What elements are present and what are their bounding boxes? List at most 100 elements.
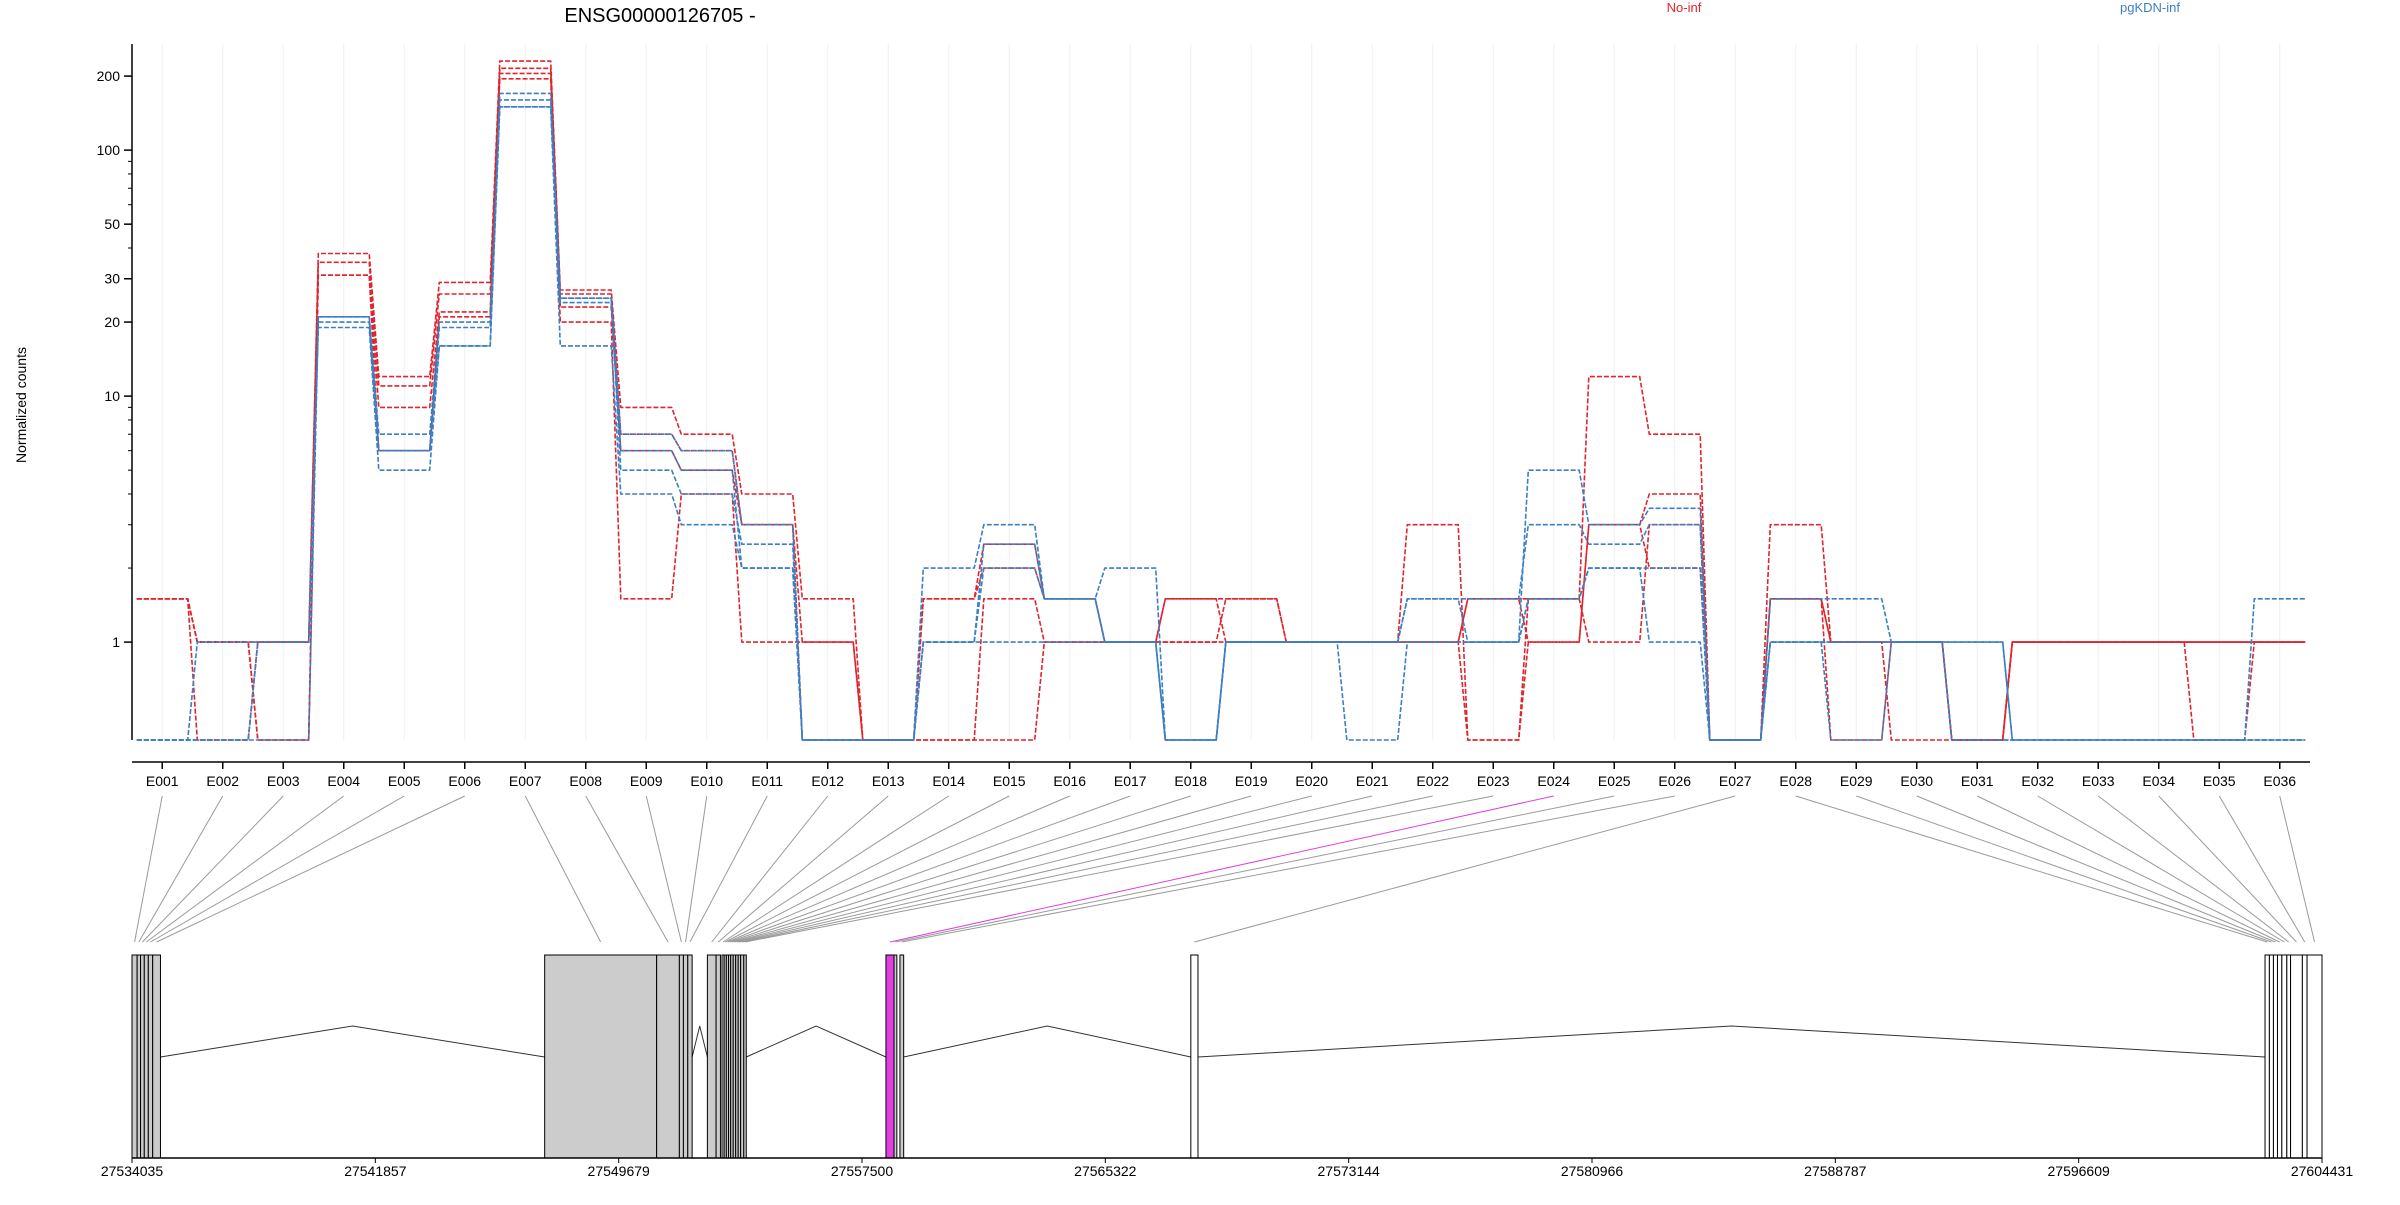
exon-connector	[729, 795, 1131, 943]
x-tick-label: E008	[569, 773, 602, 789]
x-tick-label: E017	[1114, 773, 1147, 789]
exon-connector	[138, 795, 224, 943]
x-tick-label: E012	[811, 773, 844, 789]
x-tick-label: E011	[751, 773, 783, 789]
exon-connector	[1977, 795, 2280, 943]
exon-connector	[727, 795, 1070, 943]
exon-box	[656, 954, 680, 1159]
series-lines	[136, 60, 2306, 741]
exon-box	[2264, 954, 2270, 1159]
genomic-axis: 27534035 27541857 27549679 27557500 27565322…	[101, 1157, 2353, 1179]
exon-box	[1190, 954, 1199, 1159]
x-tick-label: E016	[1053, 773, 1086, 789]
gridlines	[161, 44, 2281, 740]
genomic-tick-label: 27596609	[2048, 1163, 2111, 1179]
x-tick-label: E028	[1779, 773, 1812, 789]
exon-connector	[895, 795, 1615, 943]
exon-box	[143, 954, 149, 1159]
x-tick-label: E001	[146, 773, 179, 789]
x-tick-label: E018	[1174, 773, 1207, 789]
x-tick-label: E020	[1295, 773, 1328, 789]
exon-connector	[1856, 795, 2272, 943]
exon-connector	[645, 795, 682, 943]
y-tick-label: 200	[97, 68, 121, 84]
x-tick-label: E009	[630, 773, 663, 789]
exon-connector	[722, 795, 950, 943]
x-tick-label: E032	[2021, 773, 2054, 789]
exon-box	[893, 954, 898, 1159]
x-tick-label: E002	[206, 773, 239, 789]
exon-box	[2301, 954, 2308, 1159]
exon-connector	[717, 795, 889, 943]
exon-connector	[1194, 795, 1736, 943]
exon-connector	[150, 795, 405, 943]
series-line	[136, 106, 2306, 741]
x-tick-label: E010	[690, 773, 723, 789]
exon-connector	[1795, 795, 2268, 943]
exon-connector	[685, 795, 708, 943]
exon-connector	[1916, 795, 2276, 943]
x-tick-label: E034	[2142, 773, 2175, 789]
genomic-tick-label: 27557500	[831, 1163, 894, 1179]
x-tick-label: E030	[1900, 773, 1933, 789]
exon-box	[885, 954, 895, 1159]
exon-box	[140, 954, 145, 1159]
intron-line	[903, 1025, 1191, 1058]
exon-box	[743, 954, 747, 1159]
x-tick-label: E024	[1537, 773, 1570, 789]
genomic-tick-label: 27534035	[101, 1163, 164, 1179]
exon-connector	[901, 795, 1675, 943]
series-line	[136, 72, 2306, 741]
y-tick-label: 10	[104, 388, 120, 404]
exon-box	[899, 954, 905, 1159]
exon-box	[2272, 954, 2278, 1159]
x-tick-label: E029	[1840, 773, 1873, 789]
x-tick-label: E022	[1416, 773, 1449, 789]
genomic-tick-label: 27541857	[344, 1163, 407, 1179]
exon-box	[152, 954, 161, 1159]
exon-connector	[524, 795, 602, 943]
x-axis: E001 E002 E003 E004 E005 E006 E007 E008 E009 E010…	[132, 761, 2310, 789]
x-tick-label: E006	[448, 773, 481, 789]
x-tick-label: E004	[327, 773, 360, 789]
x-tick-label: E033	[2082, 773, 2115, 789]
gene-model	[131, 954, 2323, 1159]
exon-box	[687, 954, 693, 1159]
x-tick-label: E003	[267, 773, 300, 789]
exon-box	[715, 954, 721, 1159]
exon-connector	[134, 795, 163, 943]
series-line	[136, 78, 2306, 741]
exon-connector	[734, 795, 1252, 943]
exon-box	[682, 954, 689, 1159]
x-tick-label: E025	[1598, 773, 1631, 789]
x-tick-label: E036	[2263, 773, 2296, 789]
intron-line	[691, 1025, 708, 1058]
exon-box	[2290, 954, 2303, 1159]
x-tick-label: E023	[1477, 773, 1510, 789]
y-tick-label: 30	[104, 271, 120, 287]
exon-connector	[739, 795, 1373, 943]
series-line	[136, 106, 2306, 741]
y-tick-label: 20	[104, 314, 120, 330]
exon-connector	[156, 795, 465, 943]
x-tick-label: E019	[1235, 773, 1268, 789]
genomic-tick-label: 27565322	[1074, 1163, 1137, 1179]
exon-box	[2306, 954, 2323, 1159]
y-tick-label: 50	[104, 216, 120, 232]
x-tick-label: E027	[1719, 773, 1752, 789]
exon-connector	[731, 795, 1191, 943]
exon-box	[544, 954, 658, 1159]
x-tick-label: E031	[1961, 773, 1994, 789]
series-line	[136, 67, 2306, 741]
exon-connector	[736, 795, 1312, 943]
legend-item: pgKDN-inf	[2120, 0, 2180, 15]
exon-connector	[2218, 795, 2306, 943]
exon-connector	[742, 795, 1433, 943]
exon-connector	[744, 795, 1494, 943]
exon-connector	[689, 795, 768, 943]
exon-connector	[889, 795, 1554, 943]
exon-box	[2281, 954, 2288, 1159]
exon-box	[2268, 954, 2274, 1159]
chart-title: ENSG00000126705 -	[564, 5, 755, 27]
